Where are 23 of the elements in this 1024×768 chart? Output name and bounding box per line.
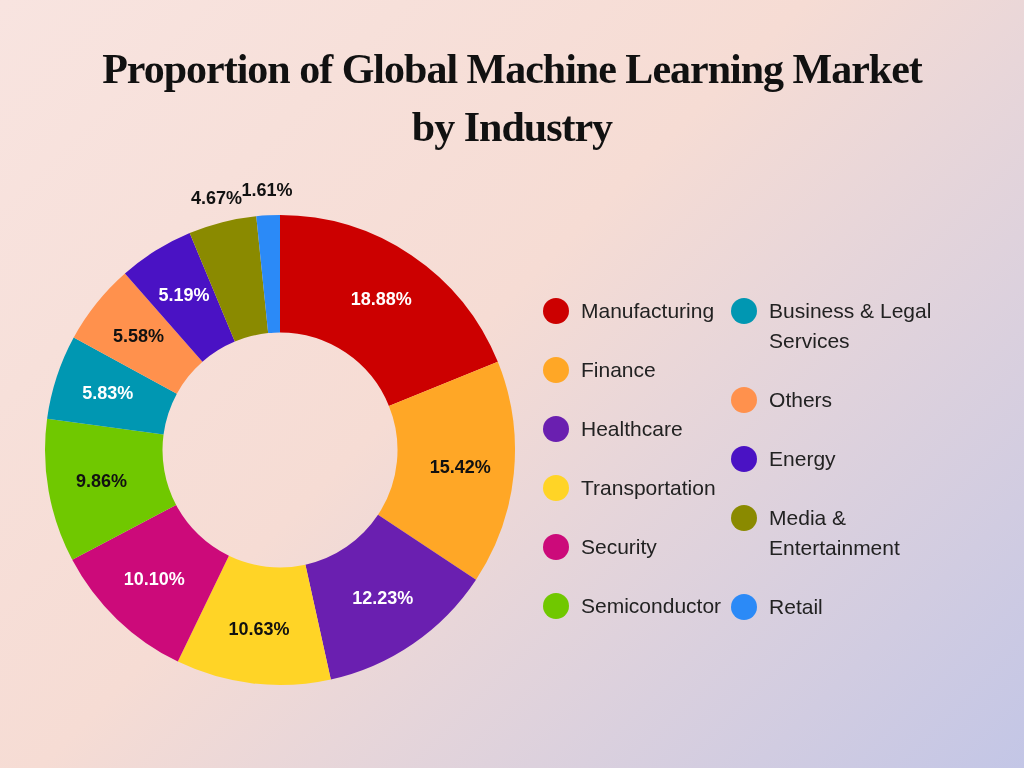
legend-label: Manufacturing [581, 298, 715, 324]
data-label: 4.67% [190, 187, 242, 208]
legend-label: Retail [769, 594, 823, 620]
data-label: 10.10% [123, 569, 185, 590]
legend-label: Energy [769, 446, 836, 472]
legend-label: Media & Entertainment [769, 505, 901, 561]
data-label: 10.63% [228, 619, 290, 639]
data-label: 5.83% [82, 382, 134, 403]
data-label: 5.19% [158, 285, 210, 306]
legend-label: Healthcare [581, 416, 683, 442]
data-label: 18.88% [350, 288, 412, 309]
legend-label: Security [581, 534, 657, 560]
legend-label: Transportation [581, 475, 716, 501]
chart-title: Proportion of Global Machine Learning Market by Industry [101, 45, 924, 152]
data-label: 1.61% [241, 180, 293, 201]
data-label: 15.42% [429, 457, 491, 478]
legend-label: Finance [581, 357, 656, 383]
legend-label: Others [769, 387, 833, 413]
legend-label: Semiconductor [581, 593, 722, 619]
data-label: 5.58% [112, 325, 164, 346]
data-label: 12.23% [352, 588, 414, 609]
legend-label: Business & Legal Services [769, 298, 933, 354]
data-label: 9.86% [76, 470, 128, 491]
